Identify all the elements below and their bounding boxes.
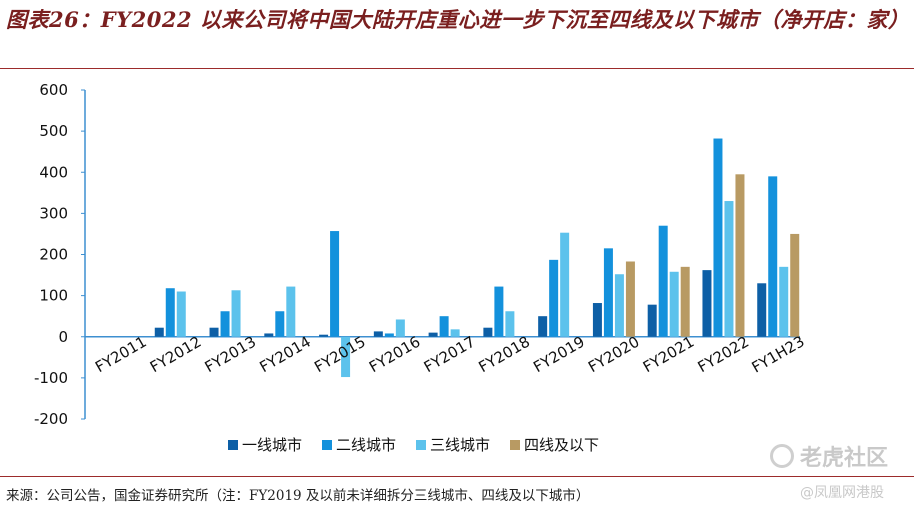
- bar-3: [669, 271, 679, 337]
- source-divider: [0, 476, 914, 477]
- legend-label: 一线城市: [242, 436, 302, 454]
- y-tick-label: 0: [58, 328, 68, 346]
- bar-2: [384, 333, 394, 337]
- bar-2: [549, 259, 559, 337]
- figure-title: 图表26：FY2022 以来公司将中国大陆开店重心进一步下沉至四线及以下城市（净…: [6, 7, 910, 32]
- bar-2: [713, 138, 723, 337]
- bar-3: [779, 266, 789, 337]
- bar-2: [275, 311, 285, 337]
- bar-1: [373, 331, 383, 337]
- x-tick-label: FY2017: [421, 333, 478, 377]
- x-tick-label: FY2016: [366, 333, 423, 377]
- bar-4: [790, 233, 800, 337]
- x-tick-label: FY1H23: [749, 332, 808, 376]
- title-divider: [0, 68, 914, 69]
- bar-3: [505, 311, 515, 337]
- bar-3: [341, 336, 351, 378]
- x-tick-label: FY2022: [695, 333, 752, 377]
- bar-2: [220, 311, 230, 337]
- tiger-logo-icon: [770, 444, 794, 468]
- bar-1: [209, 327, 219, 337]
- legend-label: 三线城市: [430, 436, 490, 454]
- y-tick-label: -200: [34, 410, 68, 428]
- x-tick-label: FY2013: [202, 333, 259, 377]
- x-tick-label: FY2012: [147, 333, 204, 377]
- bar-1: [702, 270, 712, 337]
- bar-4: [680, 266, 690, 337]
- bar-3: [176, 291, 186, 337]
- bar-3: [614, 274, 624, 337]
- bar-2: [330, 231, 340, 337]
- bar-1: [154, 327, 164, 337]
- x-tick-label: FY2020: [585, 333, 642, 377]
- x-tick-label: FY2014: [256, 333, 313, 377]
- watermark-main-text: 老虎社区: [800, 446, 889, 471]
- y-tick-label: -100: [34, 369, 68, 387]
- y-tick-label: 500: [39, 122, 68, 140]
- legend-swatch: [228, 440, 238, 450]
- bar-1: [757, 283, 767, 337]
- y-tick-label: 100: [39, 287, 68, 305]
- legend-swatch: [416, 440, 426, 450]
- bar-chart: -200-1000100200300400500600FY2011FY2012F…: [34, 81, 808, 454]
- bar-3: [450, 329, 460, 337]
- bar-2: [603, 248, 613, 337]
- x-tick-label: FY2019: [530, 333, 587, 377]
- bar-2: [658, 225, 668, 337]
- x-tick-label: FY2021: [640, 333, 697, 377]
- bar-2: [165, 288, 175, 337]
- watermark-tiger: 老虎社区: [770, 440, 888, 472]
- bar-3: [724, 201, 734, 337]
- bar-2: [768, 176, 778, 337]
- bar-2: [494, 286, 504, 337]
- bar-1: [538, 316, 548, 337]
- legend-swatch: [510, 440, 520, 450]
- bar-2: [439, 316, 449, 337]
- bar-4: [625, 261, 635, 337]
- bar-1: [319, 334, 329, 337]
- x-tick-label: FY2015: [311, 333, 368, 377]
- bar-3: [231, 290, 241, 337]
- legend-label: 二线城市: [336, 436, 396, 454]
- bar-1: [483, 327, 493, 337]
- source-note: 来源：公司公告，国金证券研究所（注：FY2019 及以前未详细拆分三线城市、四线…: [6, 488, 590, 504]
- watermark-sub: @凤凰网港股: [800, 485, 884, 501]
- bar-1: [592, 303, 602, 337]
- bar-3: [395, 319, 405, 337]
- bar-1: [264, 333, 274, 337]
- x-tick-label: FY2018: [476, 333, 533, 377]
- y-tick-label: 300: [39, 204, 68, 222]
- legend-swatch: [322, 440, 332, 450]
- y-tick-label: 200: [39, 246, 68, 264]
- bar-4: [735, 174, 745, 337]
- x-tick-label: FY2011: [92, 333, 149, 377]
- y-tick-label: 400: [39, 163, 68, 181]
- bar-1: [647, 304, 657, 337]
- bar-3: [560, 232, 570, 337]
- legend-label: 四线及以下: [524, 436, 599, 454]
- bar-3: [286, 286, 296, 337]
- bar-1: [428, 332, 438, 337]
- y-tick-label: 600: [39, 81, 68, 99]
